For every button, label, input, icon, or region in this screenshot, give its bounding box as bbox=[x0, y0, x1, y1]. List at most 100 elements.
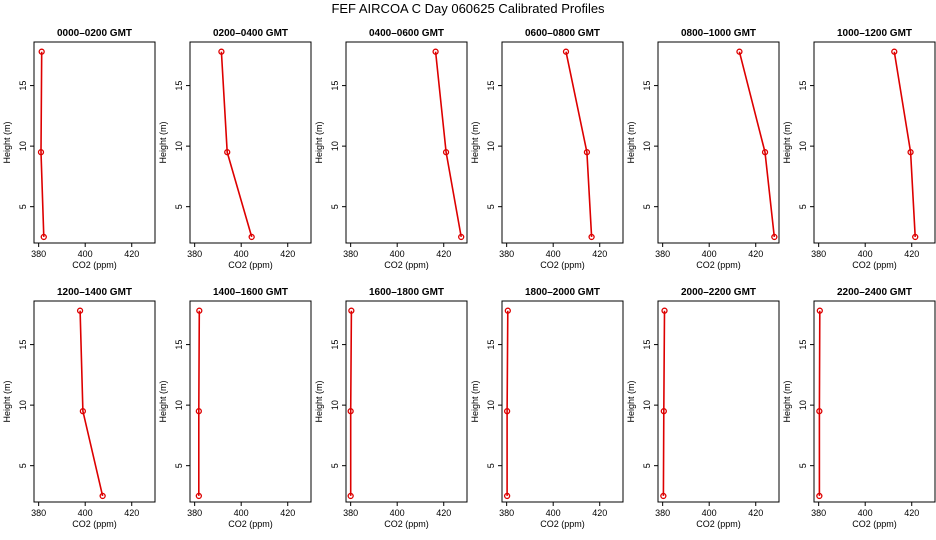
y-axis-label: Height (m) bbox=[470, 380, 480, 422]
data-point bbox=[195, 492, 202, 500]
plot-frame bbox=[501, 41, 624, 244]
y-axis-label: Height (m) bbox=[2, 121, 12, 163]
profile-panel: 1200–1400 GMT 380 400 420 CO2 (ppm) 5 10 15 Heig… bbox=[2, 287, 156, 529]
y-tick-label: 10 bbox=[642, 141, 652, 151]
y-tick-label: 10 bbox=[330, 400, 340, 410]
y-tick-label: 5 bbox=[798, 463, 808, 468]
x-tick-label: 380 bbox=[343, 508, 358, 518]
x-tick-label: 420 bbox=[592, 249, 607, 259]
x-tick-label: 380 bbox=[499, 508, 514, 518]
x-tick-label: 400 bbox=[702, 508, 717, 518]
y-tick-label: 5 bbox=[642, 463, 652, 468]
panel-title: 1200–1400 GMT bbox=[57, 287, 132, 298]
data-point bbox=[347, 492, 354, 500]
profile-panel: 1400–1600 GMT 380 400 420 CO2 (ppm) 5 10 15 Heig… bbox=[158, 287, 312, 529]
data-point bbox=[504, 307, 511, 314]
figure-title: FEF AIRCOA C Day 060625 Calibrated Profi… bbox=[331, 1, 605, 16]
x-axis-label: CO2 (ppm) bbox=[696, 519, 741, 529]
profile-panel: 0600–0800 GMT 380 400 420 CO2 (ppm) 5 10 15 Heig… bbox=[470, 28, 624, 270]
x-tick-label: 420 bbox=[124, 249, 139, 259]
x-tick-label: 380 bbox=[655, 508, 670, 518]
data-point bbox=[432, 48, 439, 55]
data-point bbox=[248, 233, 255, 241]
series-line bbox=[220, 51, 253, 238]
data-point bbox=[503, 408, 511, 415]
y-tick-label: 5 bbox=[486, 463, 496, 468]
data-point bbox=[761, 149, 769, 156]
y-tick-label: 10 bbox=[18, 400, 28, 410]
x-axis-label: CO2 (ppm) bbox=[228, 519, 273, 529]
y-axis-label: Height (m) bbox=[158, 380, 168, 422]
panel-title: 0200–0400 GMT bbox=[213, 28, 288, 39]
data-point bbox=[816, 408, 823, 415]
y-tick-label: 5 bbox=[18, 463, 28, 468]
profile-panel: 0400–0600 GMT 380 400 420 CO2 (ppm) 5 10 15 Heig… bbox=[314, 28, 468, 270]
data-point bbox=[503, 492, 511, 500]
y-tick-label: 5 bbox=[642, 204, 652, 209]
x-tick-label: 380 bbox=[31, 508, 46, 518]
data-point bbox=[588, 233, 595, 241]
y-tick-label: 10 bbox=[330, 141, 340, 151]
y-tick-label: 10 bbox=[486, 141, 496, 151]
x-tick-label: 420 bbox=[280, 249, 295, 259]
y-tick-label: 15 bbox=[174, 81, 184, 91]
panel-title: 1400–1600 GMT bbox=[213, 287, 288, 298]
x-axis-label: CO2 (ppm) bbox=[852, 260, 897, 270]
y-tick-label: 10 bbox=[174, 141, 184, 151]
panel-title: 1000–1200 GMT bbox=[837, 28, 912, 39]
y-axis-label: Height (m) bbox=[158, 121, 168, 163]
x-tick-label: 420 bbox=[904, 249, 919, 259]
panel-title: 2000–2200 GMT bbox=[681, 287, 756, 298]
y-tick-label: 15 bbox=[486, 340, 496, 350]
y-tick-label: 10 bbox=[174, 400, 184, 410]
x-tick-label: 420 bbox=[436, 508, 451, 518]
series-line bbox=[349, 310, 353, 496]
x-tick-label: 380 bbox=[343, 249, 358, 259]
y-tick-label: 15 bbox=[642, 81, 652, 91]
panel-title: 1600–1800 GMT bbox=[369, 287, 444, 298]
y-tick-label: 5 bbox=[330, 463, 340, 468]
panel-title: 2200–2400 GMT bbox=[837, 287, 912, 298]
x-tick-label: 420 bbox=[904, 508, 919, 518]
series-line bbox=[893, 51, 916, 237]
x-tick-label: 400 bbox=[858, 249, 873, 259]
y-tick-label: 5 bbox=[174, 204, 184, 209]
plot-frame bbox=[657, 300, 780, 503]
x-tick-label: 420 bbox=[436, 249, 451, 259]
x-tick-label: 420 bbox=[280, 508, 295, 518]
y-tick-label: 15 bbox=[642, 340, 652, 350]
data-point bbox=[562, 48, 570, 55]
x-axis-label: CO2 (ppm) bbox=[72, 519, 117, 529]
series-line bbox=[40, 51, 45, 237]
y-tick-label: 5 bbox=[174, 463, 184, 468]
panel-title: 0000–0200 GMT bbox=[57, 28, 132, 39]
plot-frame bbox=[345, 41, 468, 244]
data-point bbox=[195, 408, 202, 415]
data-point bbox=[224, 149, 231, 156]
plot-frame bbox=[33, 300, 156, 503]
x-tick-label: 380 bbox=[187, 508, 202, 518]
profile-panel: 0200–0400 GMT 380 400 420 CO2 (ppm) 5 10 15 Heig… bbox=[158, 28, 312, 270]
panel-title: 0800–1000 GMT bbox=[681, 28, 756, 39]
y-tick-label: 5 bbox=[18, 204, 28, 209]
series-line bbox=[434, 51, 462, 238]
y-axis-label: Height (m) bbox=[782, 121, 792, 163]
x-tick-label: 400 bbox=[390, 508, 405, 518]
data-point bbox=[458, 233, 465, 241]
data-point bbox=[218, 48, 225, 55]
x-tick-label: 400 bbox=[234, 508, 249, 518]
data-point bbox=[583, 149, 591, 156]
x-axis-label: CO2 (ppm) bbox=[384, 519, 429, 529]
x-axis-label: CO2 (ppm) bbox=[540, 260, 585, 270]
y-axis-label: Height (m) bbox=[626, 380, 636, 422]
data-point bbox=[38, 48, 45, 55]
data-point bbox=[891, 48, 898, 55]
data-point bbox=[99, 492, 106, 500]
data-point bbox=[912, 233, 919, 241]
y-tick-label: 15 bbox=[18, 340, 28, 350]
x-tick-label: 400 bbox=[858, 508, 873, 518]
x-tick-label: 380 bbox=[811, 249, 826, 259]
data-point bbox=[816, 307, 823, 314]
series-line bbox=[198, 310, 201, 496]
y-axis-label: Height (m) bbox=[782, 380, 792, 422]
